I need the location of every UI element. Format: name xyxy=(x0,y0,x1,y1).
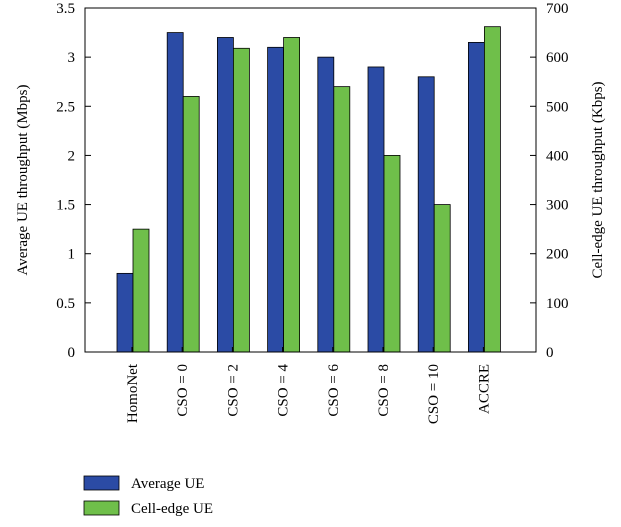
left-tick-label-6: 3 xyxy=(68,50,76,66)
right-tick-label-3: 300 xyxy=(546,198,569,214)
left-axis-ticks: 0 0.5 1 1.5 2 2.5 3 3.5 xyxy=(56,1,91,361)
right-axis-label: Cell-edge UE throughput (Kbps) xyxy=(590,81,606,278)
right-tick-label-5: 500 xyxy=(546,99,569,115)
x-tick-label-7: ACCRE xyxy=(476,364,492,414)
x-tick-label-5: CSO = 8 xyxy=(376,364,392,417)
legend-label-1: Cell-edge UE xyxy=(131,501,213,517)
bar-cell-edge-ue-7 xyxy=(483,26,501,353)
left-tick-label-2: 1 xyxy=(68,247,76,263)
legend: Average UE Cell-edge UE xyxy=(83,475,213,517)
plot-frame xyxy=(84,7,537,353)
left-tick-label-0: 0 xyxy=(68,345,76,361)
bar-average-ue-0 xyxy=(116,272,134,353)
left-tick-label-3: 1.5 xyxy=(56,198,75,214)
bar-average-ue-6 xyxy=(417,76,435,353)
bar-average-ue-4 xyxy=(317,56,335,353)
x-tick-label-3: CSO = 4 xyxy=(276,364,292,417)
bar-average-ue-2 xyxy=(216,37,234,353)
right-tick-label-4: 400 xyxy=(546,148,569,164)
bar-cell-edge-ue-5 xyxy=(383,155,401,353)
bar-average-ue-7 xyxy=(467,42,485,353)
bar-cell-edge-ue-2 xyxy=(232,47,250,353)
bar-cell-edge-ue-1 xyxy=(182,96,200,353)
bar-cell-edge-ue-6 xyxy=(433,204,451,353)
x-tick-label-4: CSO = 6 xyxy=(326,364,342,417)
left-tick-label-7: 3.5 xyxy=(56,1,75,17)
right-tick-label-0: 0 xyxy=(546,345,554,361)
bar-cell-edge-ue-3 xyxy=(283,37,301,353)
bar-average-ue-3 xyxy=(267,46,285,353)
left-axis-label: Average UE throughput (Mbps) xyxy=(15,85,31,276)
left-tick-label-1: 0.5 xyxy=(56,296,75,312)
bar-average-ue-1 xyxy=(166,32,184,353)
right-axis-ticks: 0 100 200 300 400 500 600 700 xyxy=(530,1,569,361)
legend-swatch-1 xyxy=(83,500,120,516)
left-tick-label-4: 2 xyxy=(68,148,76,164)
bars-group xyxy=(116,26,501,353)
legend-swatch-0 xyxy=(83,475,120,491)
bar-average-ue-5 xyxy=(367,66,385,353)
x-tick-label-6: CSO = 10 xyxy=(426,364,442,424)
x-axis-tick-labels: HomoNet CSO = 0 CSO = 2 CSO = 4 CSO = 6 CSO =… xyxy=(125,347,492,424)
right-tick-label-2: 200 xyxy=(546,247,569,263)
left-tick-label-5: 2.5 xyxy=(56,99,75,115)
bar-cell-edge-ue-0 xyxy=(132,228,150,353)
right-tick-label-6: 600 xyxy=(546,50,569,66)
x-tick-label-0: HomoNet xyxy=(125,363,141,423)
bar-cell-edge-ue-4 xyxy=(333,86,351,353)
right-tick-label-7: 700 xyxy=(546,1,569,17)
right-tick-label-1: 100 xyxy=(546,296,569,312)
x-tick-label-1: CSO = 0 xyxy=(175,364,191,417)
legend-label-0: Average UE xyxy=(131,476,204,492)
x-tick-label-2: CSO = 2 xyxy=(225,364,241,417)
